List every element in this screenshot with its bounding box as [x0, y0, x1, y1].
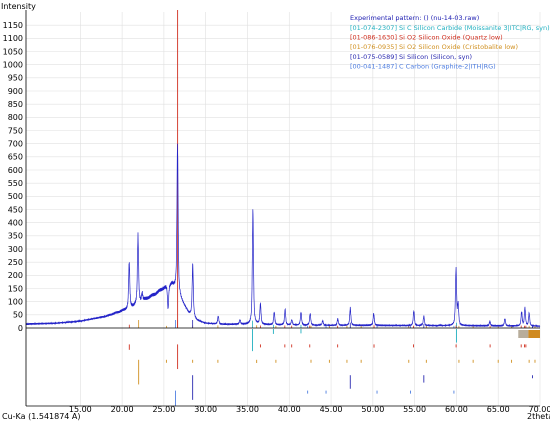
x-tick-label: 25.00	[152, 405, 175, 414]
legend-entry: [01-074-2307] Si C Silicon Carbide (Mois…	[350, 24, 550, 32]
y-tick-label: 400	[8, 218, 23, 227]
radiation-label: Cu-Ka (1.541874 A)	[2, 412, 81, 421]
x-tick-label: 30.00	[194, 405, 217, 414]
y-tick-label: 150	[8, 284, 23, 293]
y-tick-label: 1100	[3, 34, 23, 43]
experimental-pattern-line	[25, 143, 541, 328]
y-axis-title: Intensity	[1, 2, 36, 11]
x-tick-label: 55.00	[403, 405, 426, 414]
y-tick-label: 1050	[3, 47, 23, 56]
x-tick-label: 35.00	[236, 405, 259, 414]
x-tick-label: 40.00	[278, 405, 301, 414]
x-tick-label: 15.00	[69, 405, 92, 414]
x-tick-label: 20.00	[111, 405, 134, 414]
y-tick-label: 800	[8, 113, 23, 122]
x-axis-title: 2theta	[527, 412, 550, 421]
legend: Experimental pattern: () (nu-14-03.raw) […	[350, 14, 550, 70]
y-tick-label: 550	[8, 179, 23, 188]
legend-entry: [01-075-0589] Si Silicon (Silicon, syn)	[350, 53, 472, 61]
y-tick-label: 850	[8, 100, 23, 109]
x-tick-label: 60.00	[445, 405, 468, 414]
x-tick-label: 50.00	[361, 405, 384, 414]
grid-layer	[26, 12, 541, 406]
x-tick-label: 45.00	[320, 405, 343, 414]
y-tick-label: 0	[18, 324, 23, 333]
y-tick-label: 900	[8, 87, 23, 96]
y-tick-label: 950	[8, 74, 23, 83]
series-layer	[25, 143, 541, 328]
y-tick-label: 650	[8, 153, 23, 162]
legend-entry: [00-041-1487] C Carbon (Graphite-2|ITH|R…	[350, 62, 496, 70]
y-tick-label: 100	[8, 297, 23, 306]
legend-entry: [01-076-0935] Si O2 Silicon Oxide (Crist…	[350, 43, 518, 51]
y-tick-label: 700	[8, 139, 23, 148]
lower-band-layer	[518, 330, 540, 338]
y-tick-label: 300	[8, 245, 23, 254]
y-tick-label: 750	[8, 126, 23, 135]
band-block	[528, 330, 540, 338]
axes-layer	[25, 10, 540, 407]
legend-entry: [01-086-1630] Si O2 Silicon Oxide (Quart…	[350, 34, 503, 42]
legend-title: Experimental pattern: () (nu-14-03.raw)	[350, 14, 479, 22]
y-tick-label: 200	[8, 271, 23, 280]
y-tick-label: 250	[8, 258, 23, 267]
y-tick-label: 1150	[3, 21, 23, 30]
y-tick-label: 600	[8, 166, 23, 175]
x-tick-label: 65.00	[487, 405, 510, 414]
y-tick-label: 500	[8, 192, 23, 201]
tick-labels-layer: 0 50 100 150 200 250 300 350 400 450 500 550 600 650 7…	[3, 21, 550, 414]
band-block	[518, 330, 529, 338]
y-tick-label: 350	[8, 232, 23, 241]
y-tick-label: 450	[8, 205, 23, 214]
x-tick-label: 70.00	[529, 405, 550, 414]
y-tick-label: 1000	[3, 60, 23, 69]
y-tick-label: 50	[13, 311, 23, 320]
